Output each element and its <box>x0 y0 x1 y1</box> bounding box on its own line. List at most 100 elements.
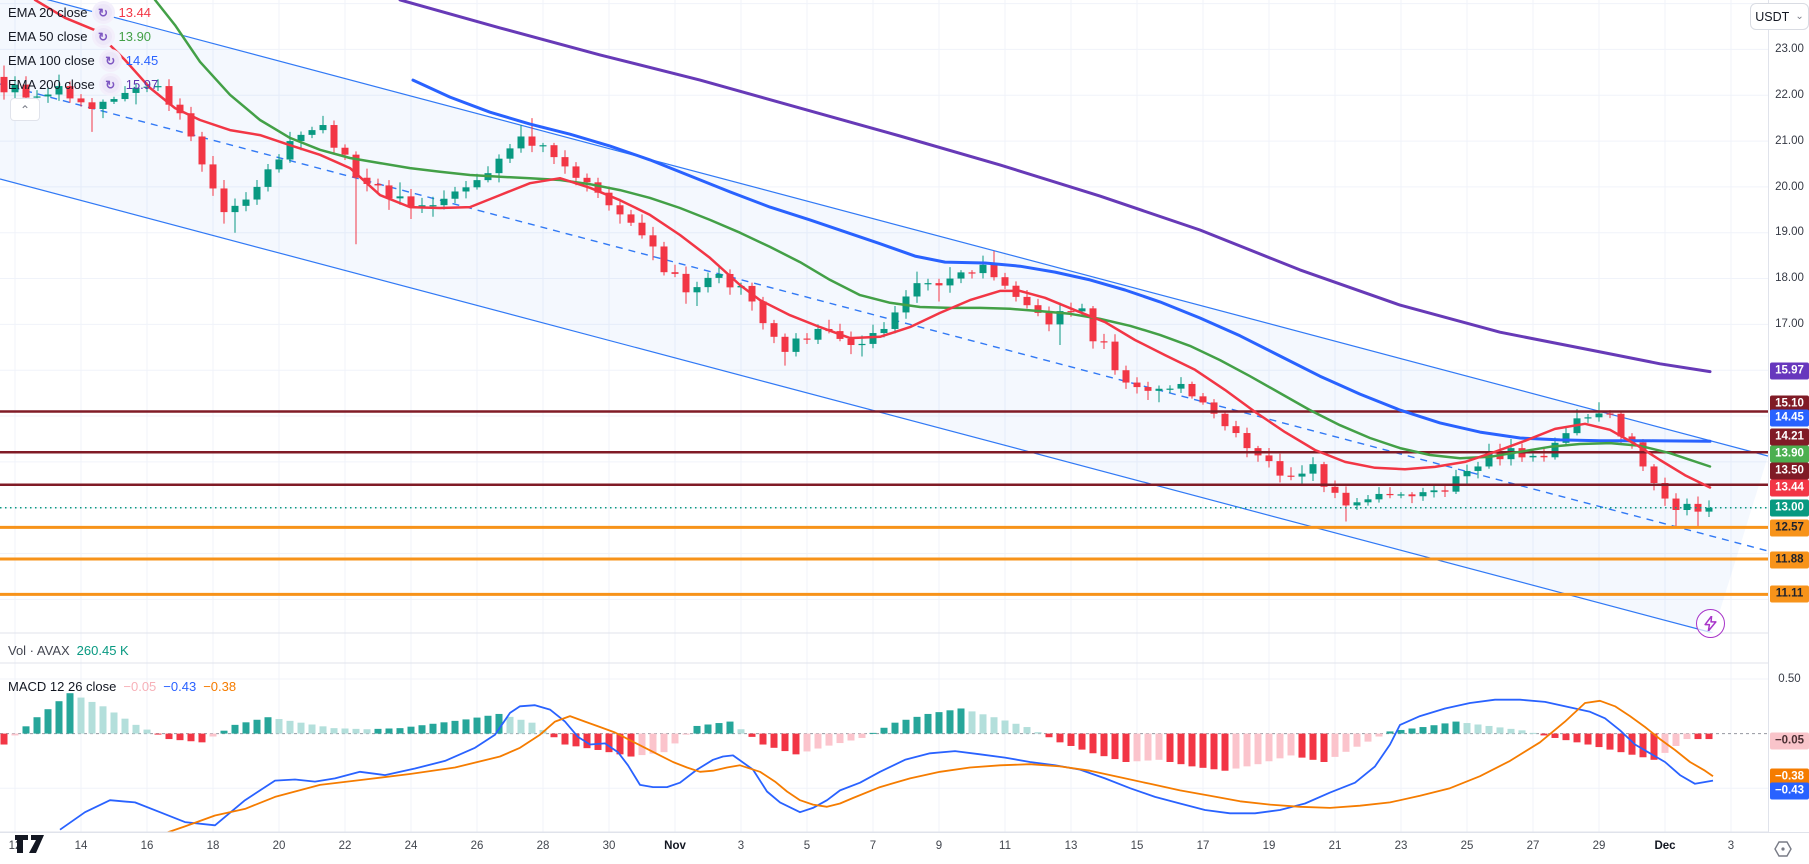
candle <box>176 104 184 114</box>
volume-value: 260.45 K <box>76 643 129 658</box>
legend-collapse-button[interactable]: ⌃ <box>10 98 40 121</box>
legend-row-macd[interactable]: MACD 12 26 close −0.05 −0.43 −0.38 <box>8 679 236 694</box>
macd-histogram-bar <box>1441 723 1449 734</box>
time-axis[interactable]: 12 14 16 18 20 22 24 26 28 30 Nov 3 5 7 9 11 13 15 17 19 21 2… <box>0 832 1809 864</box>
time-label: 9 <box>935 840 943 852</box>
macd-histogram-bar <box>143 729 151 734</box>
candle <box>1144 387 1152 391</box>
macd-histogram-bar <box>1276 733 1284 759</box>
currency-selector[interactable]: USDT ⌄ <box>1750 3 1809 30</box>
time-label: 7 <box>869 840 877 852</box>
macd-tag: −0.05 <box>1770 732 1809 750</box>
candle <box>1353 502 1361 506</box>
price-tag: 13.44 <box>1770 479 1809 497</box>
macd-histogram-bar <box>1375 733 1383 737</box>
macd-histogram-bar <box>231 724 239 734</box>
candle <box>858 343 866 346</box>
tv-logo-glyph <box>15 835 44 853</box>
candle <box>1287 475 1295 477</box>
macd-histogram-bar <box>726 721 734 734</box>
price-axis[interactable]: 23.00 22.00 21.00 20.00 19.00 18.00 17.00 15.97… <box>1768 0 1809 864</box>
macd-pane[interactable] <box>0 693 1768 858</box>
candle <box>1617 413 1625 437</box>
candle <box>462 187 470 192</box>
price-tag: 13.90 <box>1770 445 1809 463</box>
grid <box>0 0 1768 832</box>
macd-histogram-bar <box>660 733 668 753</box>
ema-line-ema50[interactable] <box>153 0 1712 468</box>
macd-histogram-bar <box>1221 733 1229 771</box>
macd-histogram-bar <box>1650 733 1658 760</box>
price-pane[interactable] <box>0 0 1768 633</box>
price-tag: 12.57 <box>1770 519 1809 537</box>
legend-row-ema100[interactable]: EMA 100 close ↻ 14.45 <box>8 52 158 69</box>
macd-histogram-bar <box>957 708 965 734</box>
macd-histogram-bar <box>1485 725 1493 734</box>
candle <box>154 86 162 88</box>
macd-histogram-bar <box>913 716 921 734</box>
candle <box>242 199 250 206</box>
candle <box>1111 341 1119 371</box>
legend-row-volume[interactable]: Vol · AVAX 260.45 K <box>8 643 129 658</box>
time-label: 13 <box>1064 840 1078 852</box>
candle <box>1430 490 1438 493</box>
macd-histogram-bar <box>1232 733 1240 769</box>
candle <box>297 134 305 142</box>
candle <box>1485 452 1493 467</box>
settings-hexagon-icon[interactable] <box>1772 841 1794 857</box>
candle <box>44 94 52 97</box>
macd-histogram-bar <box>1584 733 1592 745</box>
boost-flash-icon[interactable] <box>1696 609 1725 638</box>
candle <box>1529 455 1537 458</box>
ema20-loading-icon: ↻ <box>94 4 112 21</box>
candle <box>385 185 393 199</box>
macd-histogram-bar <box>1078 733 1086 750</box>
tradingview-logo[interactable] <box>14 834 58 861</box>
candle <box>55 86 63 95</box>
ema-line-ema20[interactable] <box>33 0 1712 489</box>
macd-histogram-bar <box>220 730 228 734</box>
macd-histogram-bar <box>847 733 855 741</box>
macd-histogram-bar <box>506 716 514 734</box>
candle <box>396 196 404 199</box>
time-label-month: Dec <box>1654 840 1676 852</box>
ema-line-ema200[interactable] <box>398 0 1712 374</box>
candle <box>605 192 613 206</box>
time-label: 3 <box>737 840 745 852</box>
candle <box>1661 483 1669 499</box>
legend-row-ema50[interactable]: EMA 50 close ↻ 13.90 <box>8 28 151 45</box>
macd-histogram-bar <box>594 733 602 750</box>
macd-histogram-bar <box>935 712 943 734</box>
macd-histogram-bar <box>484 715 492 734</box>
time-label-month: Nov <box>664 840 686 852</box>
macd-histogram-bar <box>1573 733 1581 743</box>
macd-histogram-bar <box>1023 727 1031 734</box>
candle <box>715 273 723 278</box>
time-label: 3 <box>1727 840 1735 852</box>
ema-line-ema100[interactable] <box>411 78 1712 443</box>
candle <box>583 177 591 183</box>
macd-line-value: −0.43 <box>163 679 197 694</box>
macd-histogram-bar <box>209 733 217 737</box>
legend-row-ema20[interactable]: EMA 20 close ↻ 13.44 <box>8 4 151 21</box>
macd-histogram-bar <box>297 722 305 734</box>
macd-histogram-bar <box>1474 724 1482 734</box>
candle <box>649 235 657 247</box>
candle <box>0 76 8 93</box>
time-label: 22 <box>338 840 352 852</box>
legend-row-ema200[interactable]: EMA 200 close ↻ 15.97 <box>8 76 158 93</box>
candle <box>429 205 437 207</box>
macd-histogram-bar <box>187 733 195 742</box>
candle <box>539 145 547 147</box>
macd-signal-value: −0.38 <box>203 679 237 694</box>
candle <box>1419 492 1427 497</box>
macd-histogram-bar <box>1628 733 1636 755</box>
time-label: 16 <box>140 840 154 852</box>
candle <box>88 102 96 109</box>
candle <box>506 148 514 159</box>
macd-histogram-bar <box>1100 733 1108 757</box>
macd-histogram-bar <box>1683 733 1691 740</box>
macd-histogram-bar <box>1111 733 1119 760</box>
